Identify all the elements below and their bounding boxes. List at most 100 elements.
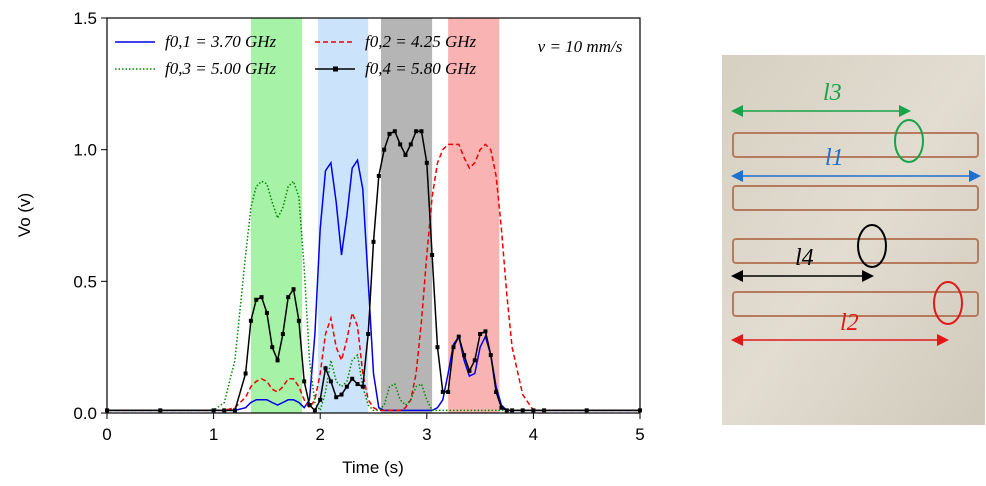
series-marker — [638, 408, 642, 413]
x-tick-label: 0 — [102, 425, 111, 444]
y-tick-label: 0.0 — [73, 404, 97, 423]
series-marker — [222, 408, 227, 413]
series-line — [107, 143, 640, 412]
series-marker — [334, 395, 339, 400]
series-marker — [248, 318, 253, 323]
series-marker — [339, 392, 344, 397]
series-marker — [371, 239, 376, 244]
series-marker — [542, 408, 547, 413]
series-marker — [328, 379, 333, 384]
series-marker — [105, 408, 109, 413]
series-marker — [504, 408, 509, 413]
series-marker — [499, 405, 504, 410]
series-marker — [366, 332, 371, 336]
marker-circle — [894, 119, 924, 163]
series-marker — [584, 408, 589, 413]
series-marker — [211, 408, 216, 413]
series-marker — [270, 345, 275, 350]
length-label: l4 — [795, 245, 814, 271]
slot — [732, 185, 979, 211]
series-line — [107, 158, 640, 412]
series-marker — [483, 329, 488, 334]
series-marker — [355, 382, 360, 387]
legend-swatch-marker — [333, 66, 338, 72]
series-marker — [392, 129, 397, 134]
series-marker — [520, 408, 525, 413]
plot-frame — [106, 17, 641, 414]
x-tick-label: 5 — [635, 425, 644, 444]
series-marker — [312, 408, 317, 413]
y-tick-label: 0.5 — [73, 272, 97, 291]
series-marker — [478, 332, 483, 336]
x-tick-label: 1 — [209, 425, 218, 444]
series-marker — [488, 353, 493, 358]
series-marker — [467, 368, 472, 373]
series-marker — [280, 332, 285, 336]
length-label: l2 — [840, 310, 859, 336]
series-marker — [254, 297, 259, 302]
series-marker — [307, 403, 312, 408]
legend-label: f0,1 = 3.70 GHz — [165, 32, 276, 51]
series-marker — [408, 142, 413, 147]
series-marker — [360, 384, 365, 389]
x-axis-label: Time (s) — [342, 458, 404, 477]
length-label: l1 — [825, 145, 844, 171]
series-marker — [451, 345, 456, 350]
x-tick-label: 3 — [422, 425, 431, 444]
series-marker — [344, 384, 349, 389]
x-tick-label: 4 — [529, 425, 538, 444]
slot — [732, 291, 979, 317]
series-marker — [403, 152, 408, 157]
slots — [732, 132, 979, 317]
plot: 0 1 2 3 4 5 0.0 0.5 1.0 1.5 f0,1 = 3.70 GHz f0,2 = … — [73, 9, 644, 444]
slot — [732, 132, 979, 158]
series-marker — [446, 389, 451, 394]
series-marker — [510, 408, 515, 413]
shaded-region — [448, 18, 500, 413]
series-marker — [264, 310, 269, 315]
legend-label: f0,4 = 5.80 GHz — [365, 59, 476, 78]
series-marker — [376, 174, 381, 178]
series-marker — [291, 287, 296, 292]
y-tick-label: 1.0 — [73, 141, 97, 160]
series-marker — [158, 408, 163, 413]
slot — [732, 238, 979, 264]
series-marker — [414, 129, 419, 134]
series-marker — [430, 253, 435, 257]
series-marker — [435, 345, 440, 350]
annotation: v = 10 mm/s — [538, 37, 623, 56]
series-marker — [440, 389, 445, 394]
series-marker — [296, 318, 301, 323]
series-marker — [302, 379, 307, 384]
series-marker — [259, 295, 264, 300]
series-marker — [456, 334, 461, 339]
shaded-region — [380, 18, 433, 413]
series-marker — [243, 371, 248, 376]
series-marker — [494, 389, 499, 394]
series-marker — [387, 131, 392, 136]
series-marker — [462, 353, 467, 358]
series-line — [107, 179, 640, 413]
legend-label: f0,3 = 5.00 GHz — [165, 59, 276, 78]
series-marker — [382, 147, 387, 152]
marker-circle — [933, 281, 963, 325]
series-marker — [531, 408, 536, 413]
series-marker — [398, 142, 403, 147]
series-marker — [232, 408, 237, 413]
series-marker — [350, 376, 355, 381]
x-tick-label: 2 — [315, 425, 324, 444]
length-label: l3 — [823, 80, 842, 106]
marker-circle — [857, 224, 887, 268]
series-marker — [419, 129, 424, 134]
series-marker — [275, 358, 280, 363]
series-marker — [323, 366, 328, 371]
series-marker — [472, 358, 477, 363]
photo: l3 l1 l4 l2 — [722, 55, 985, 425]
y-axis-label: Vo (v) — [15, 193, 34, 237]
y-tick-label: 1.5 — [73, 9, 97, 28]
series-marker — [286, 295, 291, 300]
series-marker — [318, 397, 323, 402]
series-marker — [424, 160, 429, 165]
legend-label: f0,2 = 4.25 GHz — [365, 32, 476, 51]
